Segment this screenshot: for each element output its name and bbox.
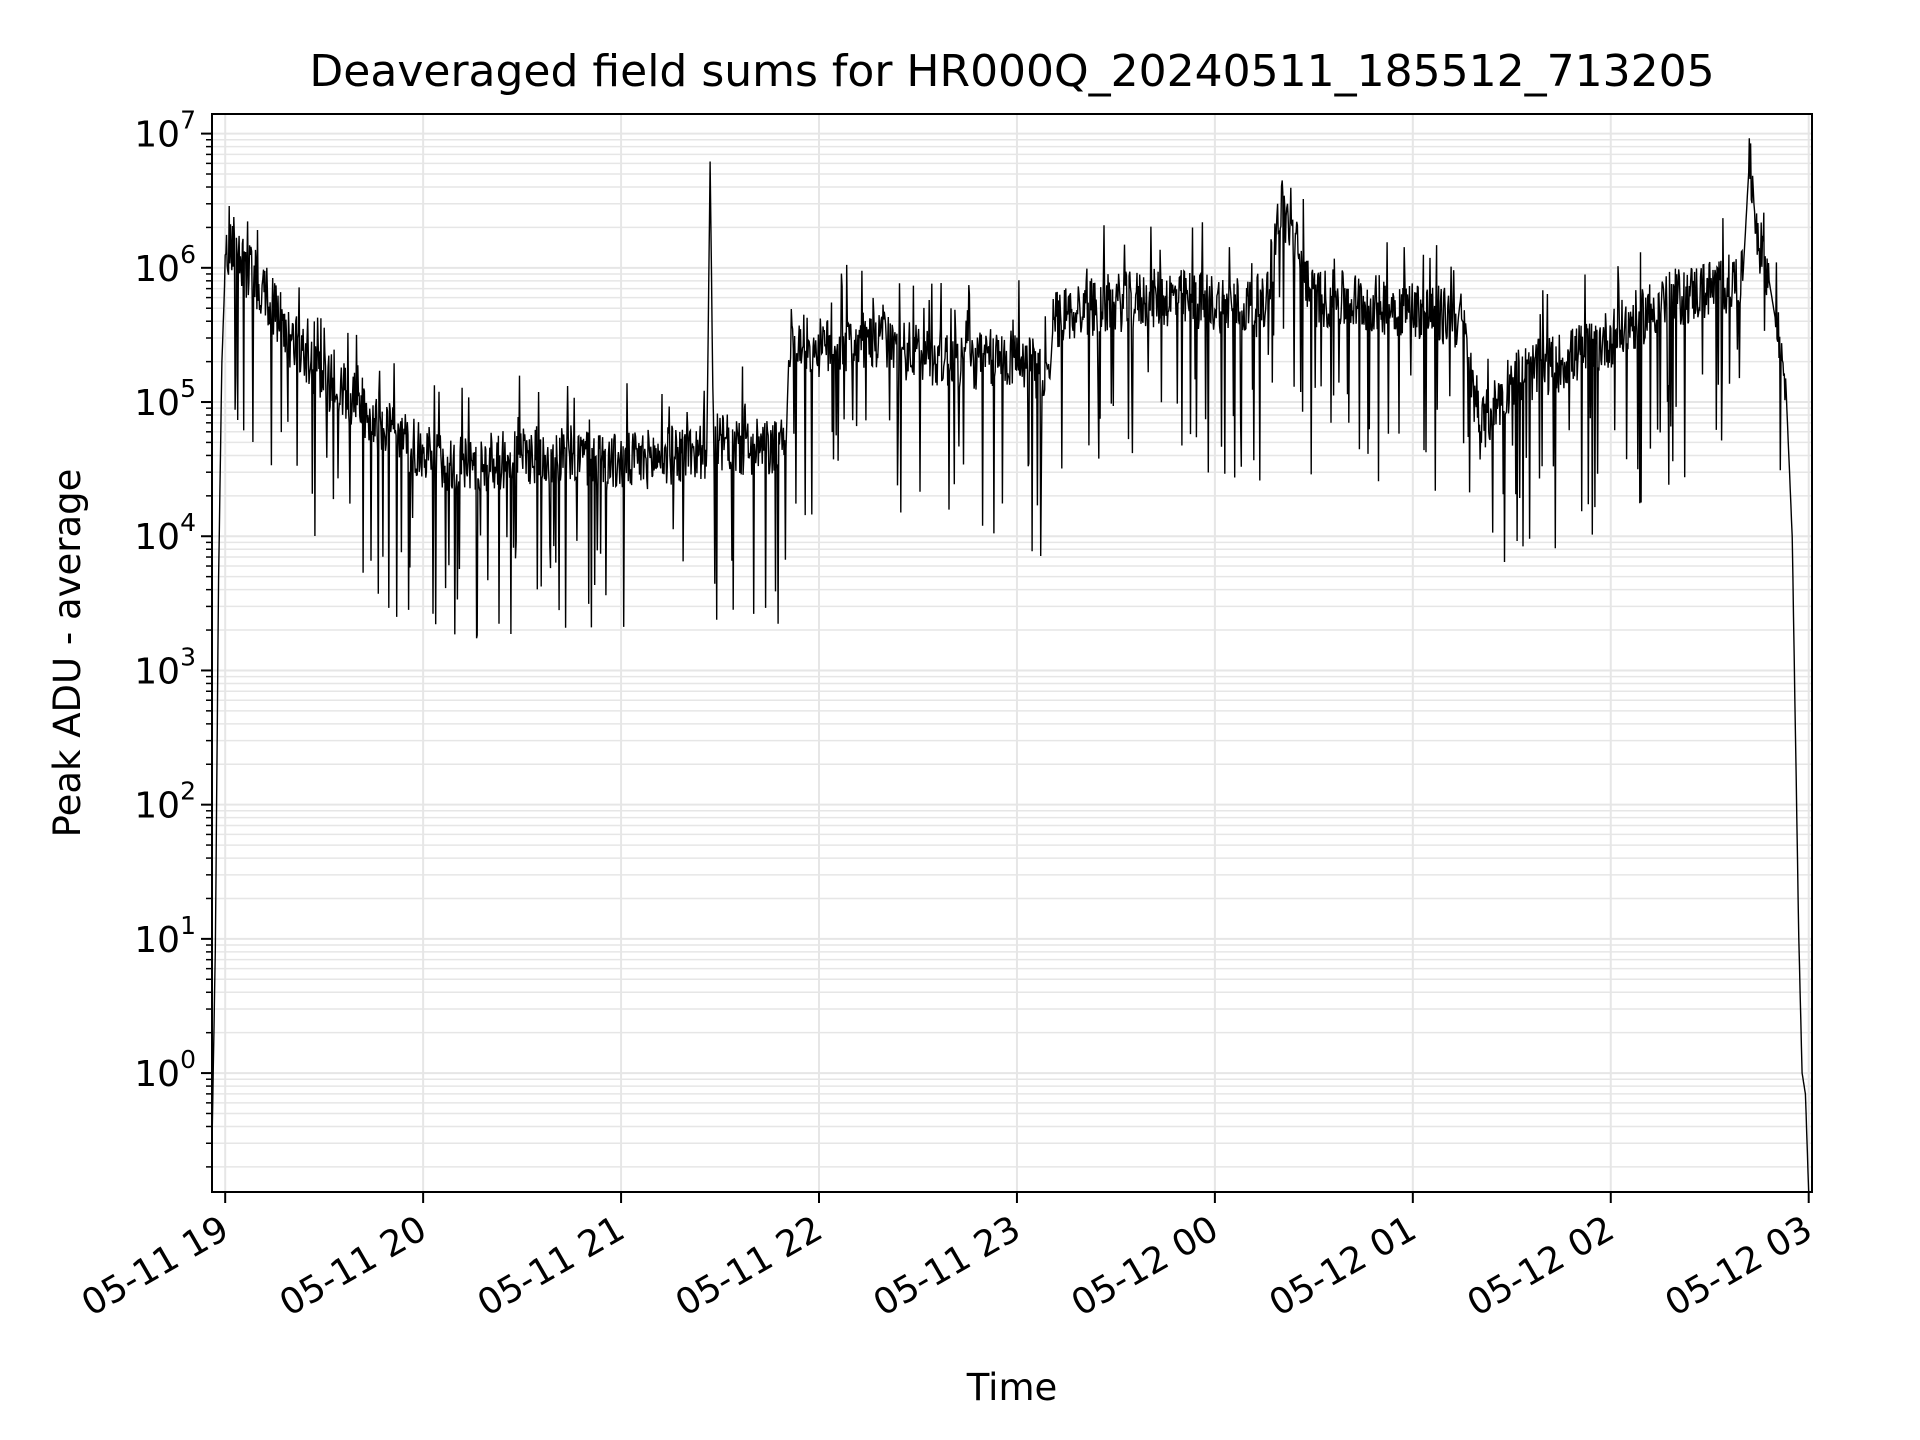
y-axis: 100 101 102 103 104 105 106 107	[134, 106, 212, 1168]
plot-area-background	[212, 114, 1812, 1192]
grid	[212, 114, 1812, 1192]
y-tick-label: 102	[134, 777, 196, 827]
chart-title: Deaveraged field sums for HR000Q_2024051…	[309, 46, 1714, 97]
y-tick-label: 103	[134, 642, 196, 692]
y-tick-label: 107	[134, 106, 196, 156]
x-axis-label: Time	[966, 1366, 1058, 1409]
y-tick-label: 104	[134, 508, 196, 558]
plot-frame	[211, 113, 1813, 1193]
y-tick-label: 100	[134, 1045, 196, 1095]
y-tick-label: 105	[134, 374, 196, 424]
y-tick-label: 106	[134, 240, 196, 290]
y-tick-label: 101	[134, 911, 196, 961]
y-axis-label: Peak ADU - average	[46, 469, 89, 838]
series-line	[211, 138, 1810, 1193]
